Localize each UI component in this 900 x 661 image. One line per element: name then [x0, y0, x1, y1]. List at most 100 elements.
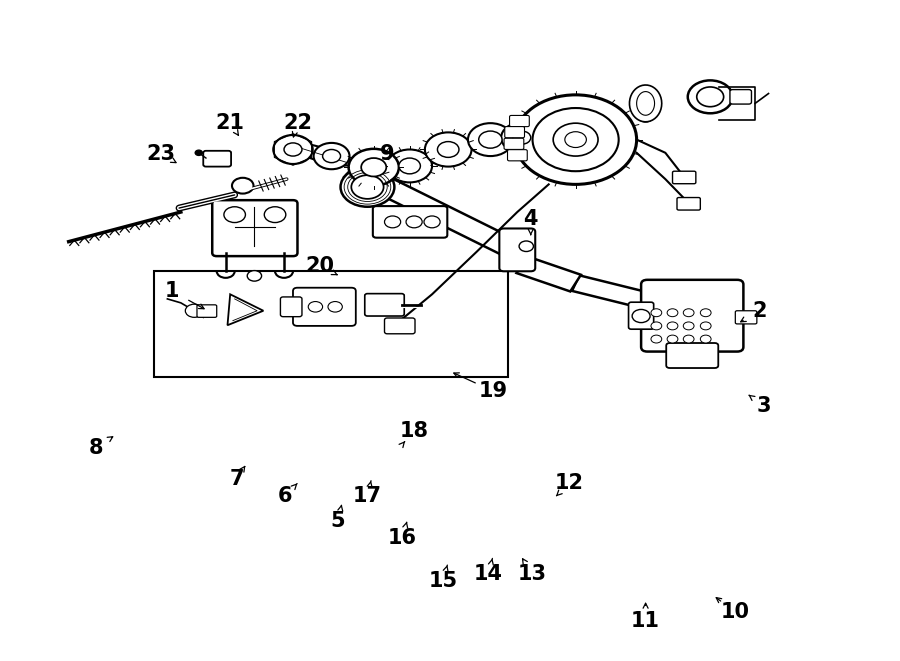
Text: 3: 3	[757, 396, 771, 416]
FancyBboxPatch shape	[730, 90, 752, 104]
FancyBboxPatch shape	[504, 138, 524, 149]
Circle shape	[519, 241, 534, 252]
Polygon shape	[572, 276, 651, 309]
Text: 15: 15	[428, 570, 457, 591]
Circle shape	[533, 108, 618, 171]
Circle shape	[632, 309, 650, 323]
Circle shape	[700, 335, 711, 343]
Circle shape	[479, 131, 502, 148]
Circle shape	[425, 132, 472, 167]
FancyBboxPatch shape	[212, 200, 298, 256]
Text: 7: 7	[230, 469, 244, 488]
FancyBboxPatch shape	[509, 116, 529, 127]
Circle shape	[651, 309, 661, 317]
Circle shape	[437, 141, 459, 157]
Circle shape	[651, 335, 661, 343]
Circle shape	[565, 132, 587, 147]
Polygon shape	[345, 161, 525, 259]
Text: 16: 16	[388, 528, 417, 548]
FancyBboxPatch shape	[628, 302, 653, 329]
Circle shape	[667, 335, 678, 343]
FancyBboxPatch shape	[384, 318, 415, 334]
FancyBboxPatch shape	[373, 206, 447, 238]
Text: 6: 6	[278, 486, 293, 506]
Circle shape	[667, 309, 678, 317]
Circle shape	[351, 175, 383, 199]
FancyBboxPatch shape	[203, 151, 231, 167]
Polygon shape	[288, 143, 352, 165]
Text: 13: 13	[518, 564, 547, 584]
Text: 2: 2	[752, 301, 767, 321]
Text: 11: 11	[631, 611, 660, 631]
Circle shape	[198, 307, 209, 315]
Circle shape	[406, 216, 422, 228]
Circle shape	[265, 207, 286, 223]
Text: 21: 21	[216, 113, 245, 133]
Circle shape	[328, 301, 342, 312]
Text: 17: 17	[353, 486, 382, 506]
Text: 1: 1	[165, 281, 179, 301]
Text: 12: 12	[554, 473, 584, 493]
Circle shape	[387, 149, 432, 182]
Circle shape	[638, 111, 652, 122]
FancyBboxPatch shape	[505, 126, 525, 137]
FancyBboxPatch shape	[364, 293, 404, 316]
Circle shape	[224, 207, 246, 223]
FancyBboxPatch shape	[735, 311, 757, 324]
Circle shape	[313, 143, 349, 169]
FancyBboxPatch shape	[281, 297, 302, 317]
Circle shape	[340, 167, 394, 207]
Circle shape	[501, 122, 543, 153]
Text: 8: 8	[88, 438, 103, 457]
Circle shape	[688, 81, 733, 113]
Text: 18: 18	[400, 420, 428, 440]
Circle shape	[651, 322, 661, 330]
Polygon shape	[154, 271, 508, 377]
Circle shape	[513, 131, 531, 144]
Circle shape	[554, 123, 598, 156]
Text: 20: 20	[305, 256, 335, 276]
FancyBboxPatch shape	[677, 198, 700, 210]
Circle shape	[399, 158, 420, 174]
Polygon shape	[629, 85, 661, 122]
Circle shape	[384, 216, 400, 228]
Polygon shape	[228, 294, 264, 325]
FancyBboxPatch shape	[508, 149, 527, 161]
FancyBboxPatch shape	[666, 343, 718, 368]
Circle shape	[361, 158, 386, 176]
Text: 10: 10	[721, 602, 750, 622]
Circle shape	[232, 178, 254, 194]
Text: 9: 9	[380, 144, 394, 164]
Circle shape	[322, 149, 340, 163]
Circle shape	[700, 322, 711, 330]
FancyBboxPatch shape	[641, 280, 743, 352]
Circle shape	[700, 309, 711, 317]
Circle shape	[348, 149, 399, 186]
Circle shape	[248, 270, 262, 281]
FancyBboxPatch shape	[500, 229, 536, 271]
Text: 14: 14	[474, 564, 503, 584]
Circle shape	[697, 87, 724, 106]
Polygon shape	[636, 92, 654, 115]
Text: 23: 23	[147, 144, 176, 164]
Circle shape	[515, 95, 636, 184]
Text: 4: 4	[524, 209, 538, 229]
Circle shape	[274, 135, 312, 164]
FancyBboxPatch shape	[672, 171, 696, 184]
Circle shape	[185, 304, 203, 317]
Circle shape	[308, 301, 322, 312]
Text: 22: 22	[283, 113, 312, 133]
FancyBboxPatch shape	[293, 288, 356, 326]
Text: 19: 19	[479, 381, 508, 401]
Circle shape	[468, 123, 513, 156]
Text: 5: 5	[330, 512, 346, 531]
Circle shape	[195, 150, 203, 155]
Circle shape	[683, 322, 694, 330]
Circle shape	[424, 216, 440, 228]
Circle shape	[284, 143, 302, 156]
FancyBboxPatch shape	[197, 305, 217, 317]
Polygon shape	[517, 256, 580, 292]
Circle shape	[667, 322, 678, 330]
Circle shape	[683, 335, 694, 343]
Circle shape	[683, 309, 694, 317]
